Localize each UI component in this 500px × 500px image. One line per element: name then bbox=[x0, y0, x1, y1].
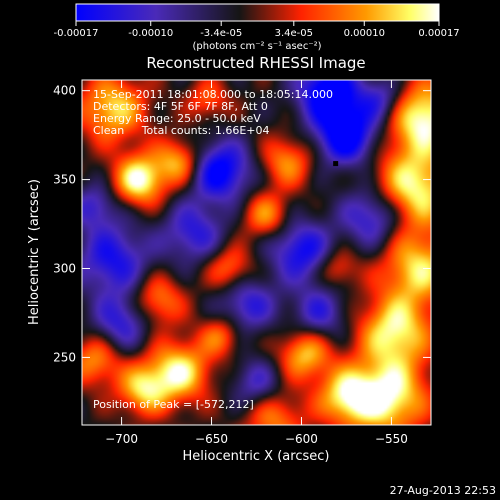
footer-timestamp: 27-Aug-2013 22:53 bbox=[390, 484, 496, 497]
x-tick-label: −650 bbox=[195, 432, 228, 446]
x-axis-ticks: −700 −650 −600 −550 bbox=[105, 80, 408, 446]
annotation-time-range: 15-Sep-2011 18:01:08.000 to 18:05:14.000 bbox=[93, 88, 333, 101]
colorbar-ticks: -0.00017 -0.00010 -3.4e-05 3.4e-05 0.00010 0.… bbox=[54, 21, 460, 39]
x-tick-label: −550 bbox=[375, 432, 408, 446]
colorbar bbox=[75, 3, 440, 22]
annotation-clean: Clean Total counts: 1.66E+04 bbox=[93, 124, 270, 137]
heatmap-image bbox=[82, 80, 431, 425]
peak-marker bbox=[333, 161, 339, 167]
y-tick-label: 400 bbox=[53, 84, 76, 98]
annotation-peak: Position of Peak = [-572,212] bbox=[93, 398, 254, 411]
y-axis-ticks: 250 300 350 400 bbox=[53, 84, 431, 364]
colorbar-tick-label: -0.00010 bbox=[128, 28, 173, 39]
x-axis-label: Heliocentric X (arcsec) bbox=[183, 449, 330, 464]
colorbar-tick-label: 3.4e-05 bbox=[275, 28, 313, 39]
colorbar-tick-label: -3.4e-05 bbox=[200, 28, 242, 39]
colorbar-tick-label: -0.00017 bbox=[54, 28, 99, 39]
annotation-energy: Energy Range: 25.0 - 50.0 keV bbox=[93, 112, 261, 125]
x-tick-label: −600 bbox=[285, 432, 318, 446]
chart-title: Reconstructed RHESSI Image bbox=[146, 54, 365, 72]
colorbar-tick-label: 0.00010 bbox=[344, 28, 385, 39]
x-tick-label: −700 bbox=[105, 432, 138, 446]
y-axis-label: Heliocentric Y (arcsec) bbox=[27, 179, 42, 325]
colorbar-tick-label: 0.00017 bbox=[418, 28, 459, 39]
y-tick-label: 300 bbox=[53, 262, 76, 276]
plot-frame bbox=[81, 79, 432, 426]
y-tick-label: 250 bbox=[53, 350, 76, 364]
y-tick-label: 350 bbox=[53, 173, 76, 187]
colorbar-units: (photons cm⁻² s⁻¹ asec⁻²) bbox=[192, 41, 321, 52]
annotation-detectors: Detectors: 4F 5F 6F 7F 8F, Att 0 bbox=[93, 100, 268, 113]
